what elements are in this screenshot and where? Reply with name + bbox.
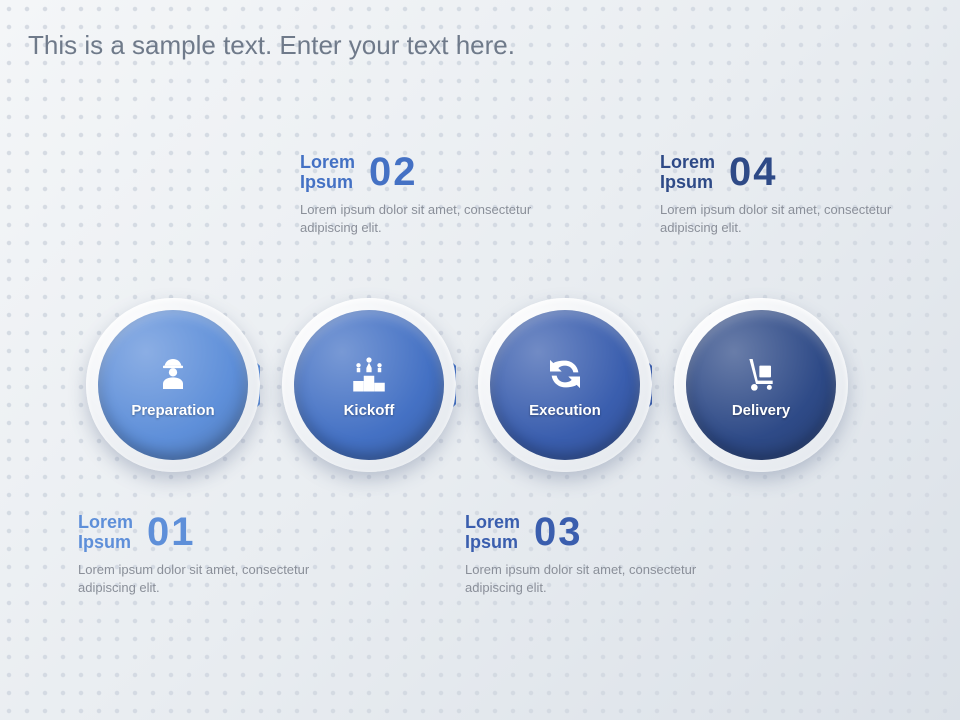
podium-icon	[345, 352, 393, 396]
worker-icon	[149, 352, 197, 396]
stage-delivery: Delivery	[674, 298, 848, 472]
callout-label: LoremIpsum	[78, 513, 133, 553]
process-flow: Preparation Kickoff	[86, 298, 874, 476]
stage-label: Delivery	[732, 402, 790, 419]
callout-number: 01	[147, 510, 196, 555]
stage-label: Kickoff	[344, 402, 395, 419]
stage-kickoff: Kickoff	[282, 298, 456, 472]
stage-label: Preparation	[131, 402, 214, 419]
callout-number: 03	[534, 510, 583, 555]
handtruck-icon	[737, 352, 785, 396]
callout-number: 02	[369, 150, 418, 195]
page-title: This is a sample text. Enter your text h…	[28, 30, 515, 61]
callout-desc: Lorem ipsum dolor sit amet, consectetur …	[465, 561, 725, 596]
callout-number: 04	[729, 150, 778, 195]
callout-02: LoremIpsum 02 Lorem ipsum dolor sit amet…	[300, 150, 560, 236]
callout-03: LoremIpsum 03 Lorem ipsum dolor sit amet…	[465, 510, 725, 596]
callout-desc: Lorem ipsum dolor sit amet, consectetur …	[300, 201, 560, 236]
callout-label: LoremIpsum	[300, 153, 355, 193]
callout-04: LoremIpsum 04 Lorem ipsum dolor sit amet…	[660, 150, 920, 236]
callout-desc: Lorem ipsum dolor sit amet, consectetur …	[78, 561, 338, 596]
stage-preparation: Preparation	[86, 298, 260, 472]
stage-execution: Execution	[478, 298, 652, 472]
cycle-icon	[541, 352, 589, 396]
callout-label: LoremIpsum	[660, 153, 715, 193]
callout-desc: Lorem ipsum dolor sit amet, consectetur …	[660, 201, 920, 236]
callout-label: LoremIpsum	[465, 513, 520, 553]
callout-01: LoremIpsum 01 Lorem ipsum dolor sit amet…	[78, 510, 338, 596]
stage-label: Execution	[529, 402, 601, 419]
